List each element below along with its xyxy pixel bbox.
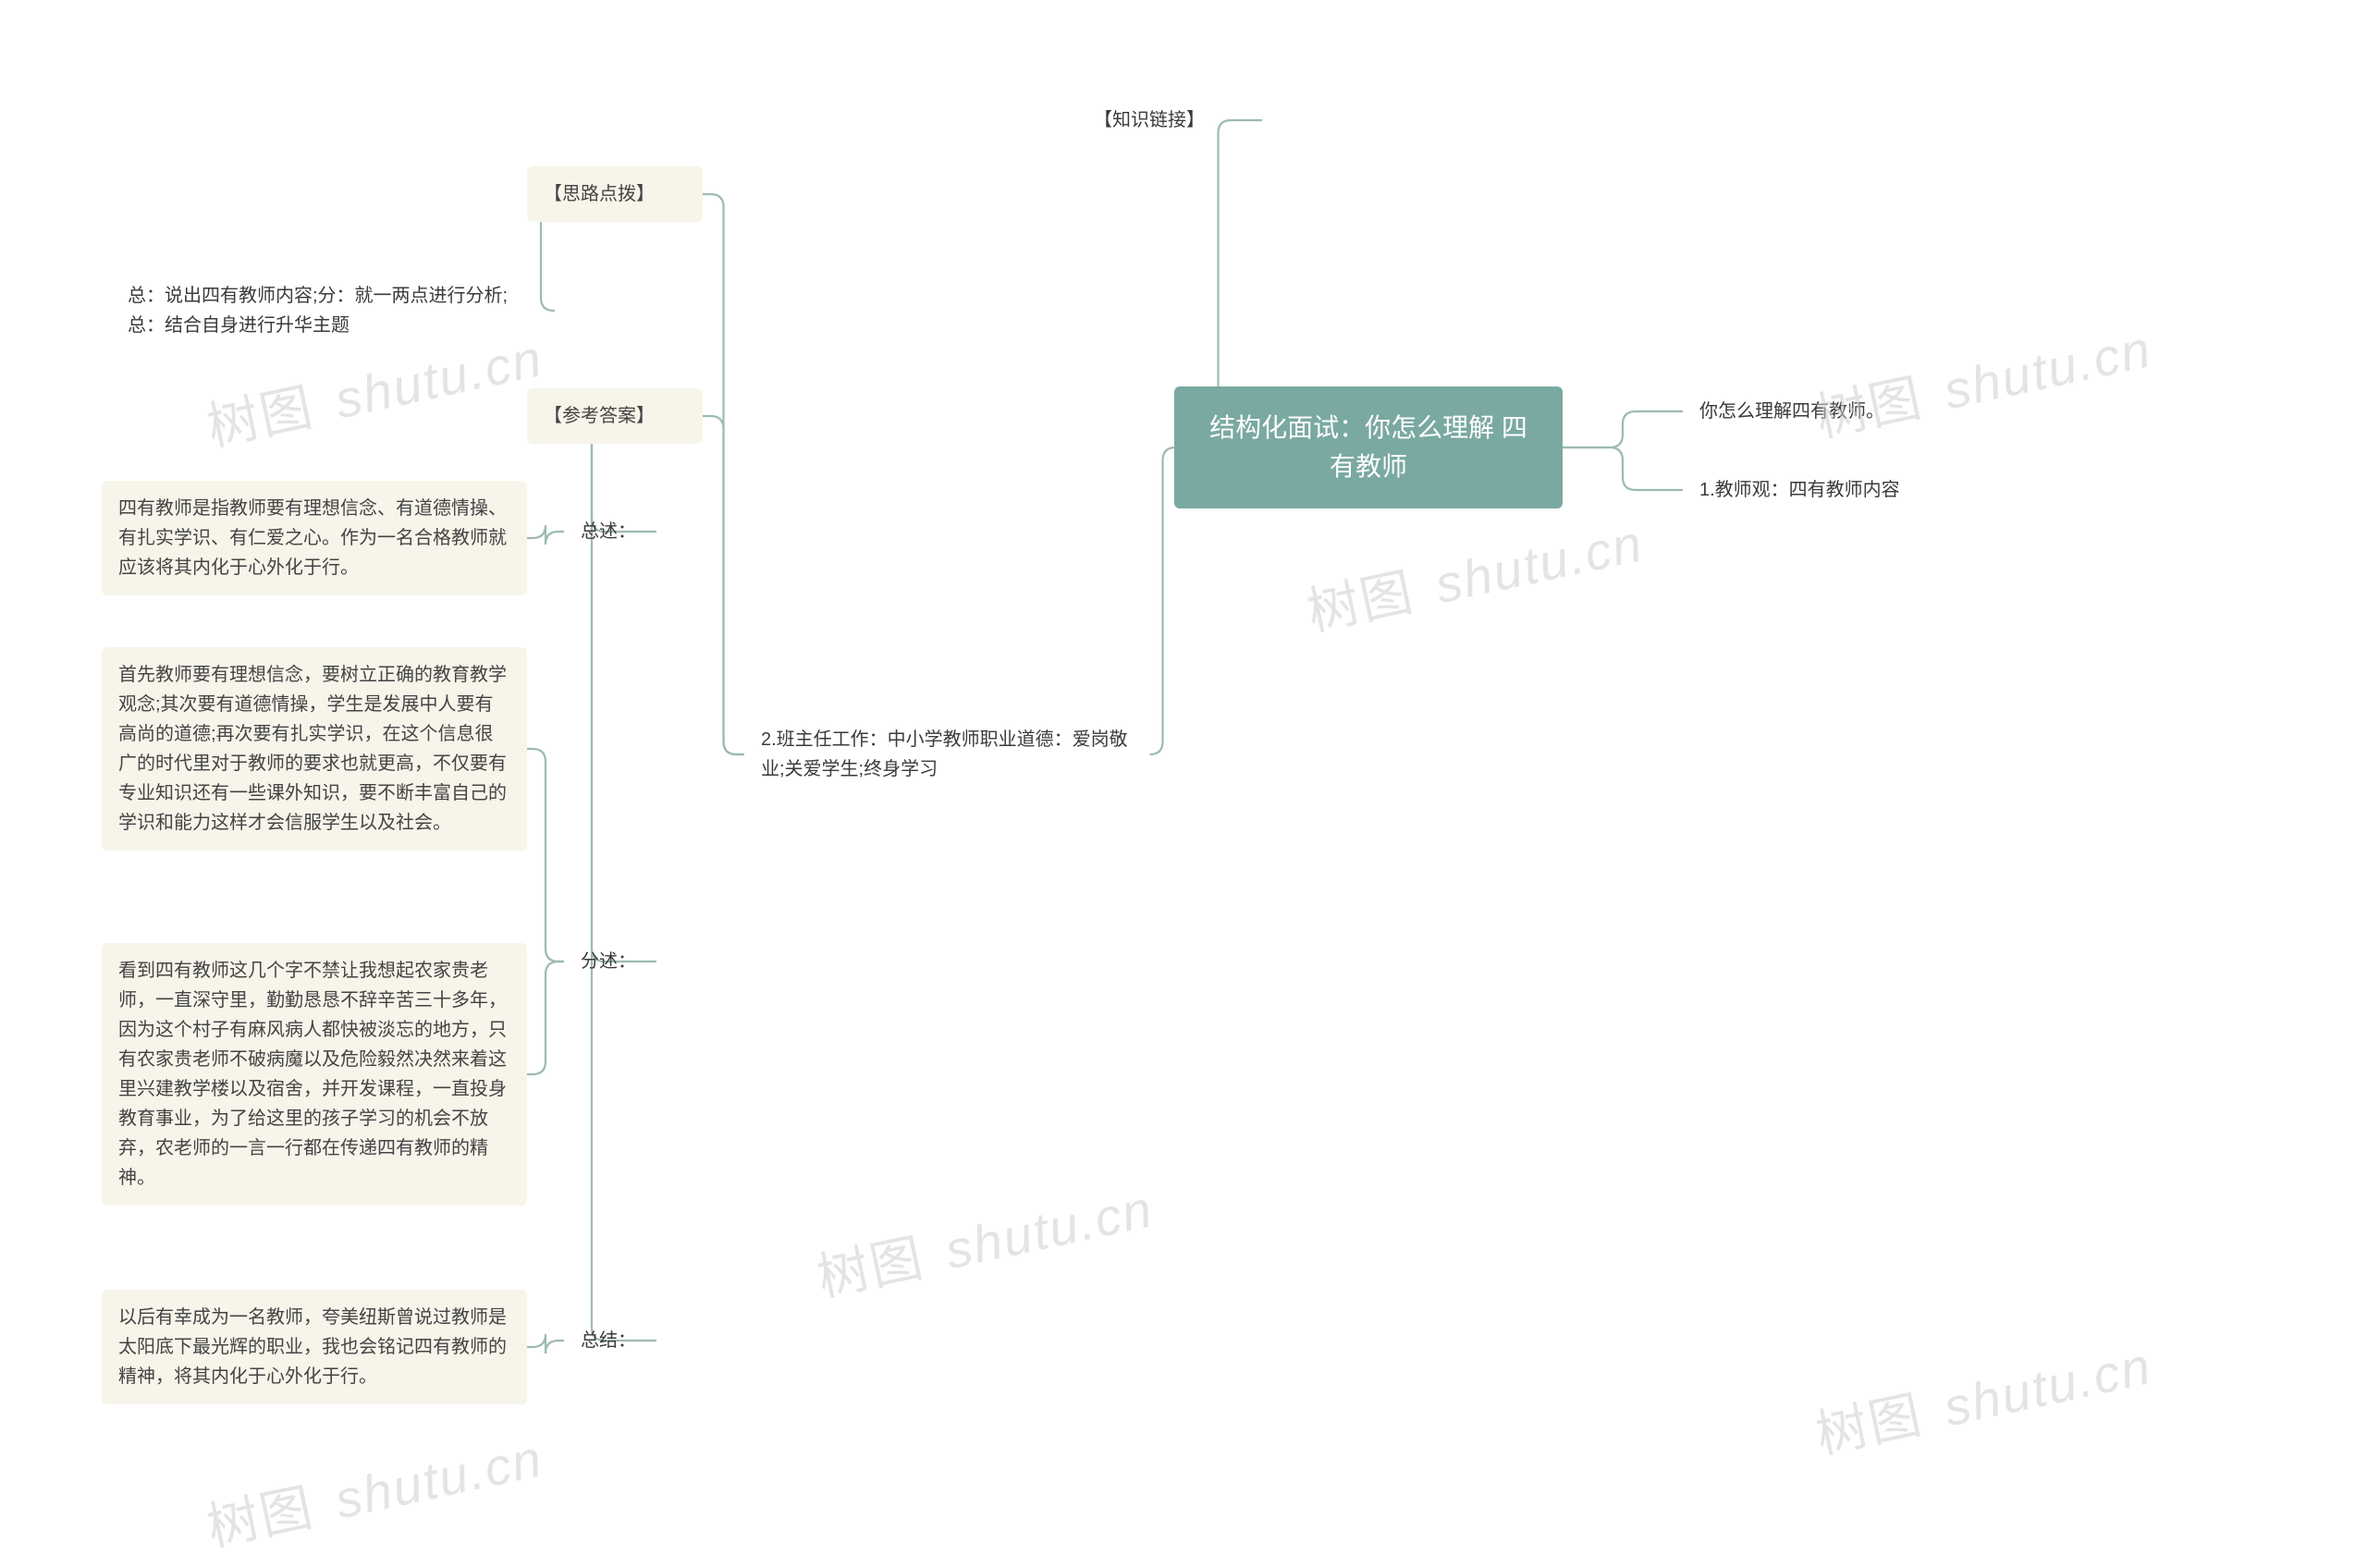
node-summary-label[interactable]: 总述：: [564, 504, 656, 559]
connector: [703, 194, 744, 754]
connector: [1563, 411, 1683, 447]
connector: [527, 962, 564, 1074]
node-tips-heading[interactable]: 【思路点拨】: [527, 166, 703, 222]
node-summary-body[interactable]: 四有教师是指教师要有理想信念、有道德情操、有扎实学识、有仁爱之心。作为一名合格教…: [102, 481, 527, 595]
connector: [703, 416, 744, 754]
node-reference-heading[interactable]: 【参考答案】: [527, 388, 703, 444]
connector: [527, 1334, 564, 1354]
right-leaf-teacher-view[interactable]: 1.教师观：四有教师内容: [1683, 462, 1988, 518]
node-conclusion-label[interactable]: 总结：: [564, 1313, 656, 1368]
node-tips-detail[interactable]: 总：说出四有教师内容;分：就一两点进行分析;总：结合自身进行升华主题: [111, 268, 555, 353]
connector: [1563, 447, 1683, 490]
node-class-teacher-ethics[interactable]: 2.班主任工作：中小学教师职业道德：爱岗敬业;关爱学生;终身学习: [744, 712, 1151, 797]
connector: [527, 749, 564, 962]
connector: [1150, 447, 1176, 754]
watermark: 树图 shutu.cn: [810, 1167, 1159, 1311]
connector: [527, 416, 656, 962]
connector: [527, 525, 564, 545]
watermark: 树图 shutu.cn: [1300, 501, 1650, 645]
right-leaf-understanding[interactable]: 你怎么理解四有教师。: [1683, 384, 1960, 439]
node-detail-body-2[interactable]: 看到四有教师这几个字不禁让我想起农家贵老师，一直深守里，勤勤恳恳不辞辛苦三十多年…: [102, 943, 527, 1206]
node-detail-label[interactable]: 分述：: [564, 934, 656, 989]
node-detail-body-1[interactable]: 首先教师要有理想信念，要树立正确的教育教学观念;其次要有道德情操，学生是发展中人…: [102, 647, 527, 851]
root-node[interactable]: 结构化面试：你怎么理解 四有教师: [1174, 386, 1563, 508]
node-conclusion-body[interactable]: 以后有幸成为一名教师，夸美纽斯曾说过教师是太阳底下最光辉的职业，我也会铭记四有教…: [102, 1290, 527, 1404]
node-knowledge-link[interactable]: 【知识链接】: [1077, 92, 1262, 148]
watermark: 树图 shutu.cn: [200, 1416, 549, 1561]
watermark: 树图 shutu.cn: [1809, 1324, 2158, 1468]
